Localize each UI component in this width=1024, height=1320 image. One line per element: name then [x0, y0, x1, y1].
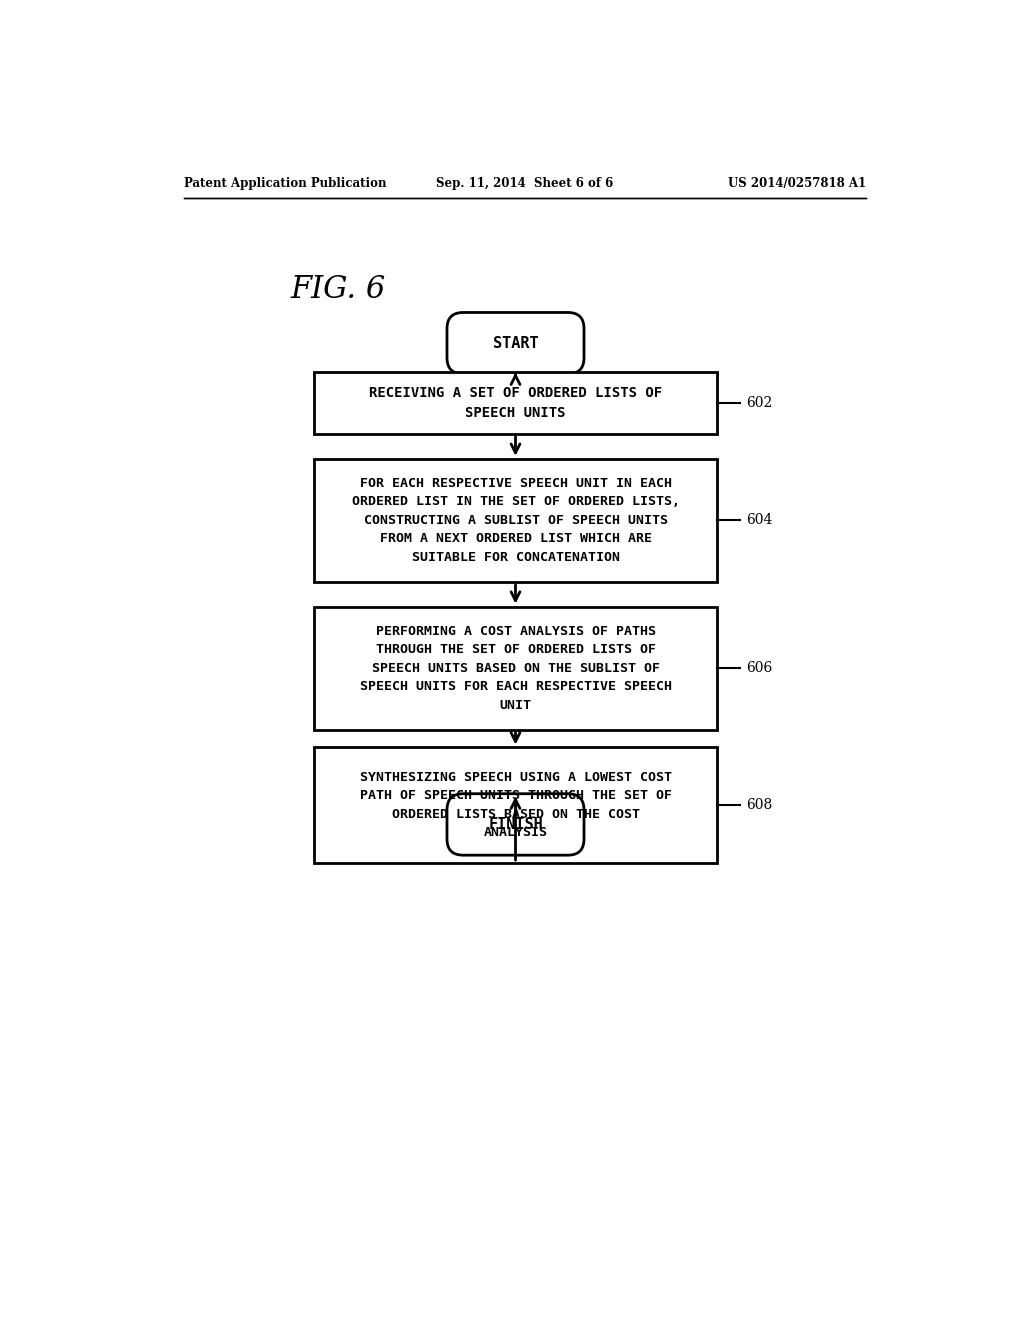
FancyBboxPatch shape [314, 372, 717, 434]
Text: Patent Application Publication: Patent Application Publication [183, 177, 386, 190]
Text: SYNTHESIZING SPEECH USING A LOWEST COST
PATH OF SPEECH UNITS THROUGH THE SET OF
: SYNTHESIZING SPEECH USING A LOWEST COST … [359, 771, 672, 840]
Text: PERFORMING A COST ANALYSIS OF PATHS
THROUGH THE SET OF ORDERED LISTS OF
SPEECH U: PERFORMING A COST ANALYSIS OF PATHS THRO… [359, 624, 672, 711]
Text: 604: 604 [746, 513, 773, 527]
Text: Sep. 11, 2014  Sheet 6 of 6: Sep. 11, 2014 Sheet 6 of 6 [436, 177, 613, 190]
Text: FOR EACH RESPECTIVE SPEECH UNIT IN EACH
ORDERED LIST IN THE SET OF ORDERED LISTS: FOR EACH RESPECTIVE SPEECH UNIT IN EACH … [351, 477, 680, 564]
Text: FINISH: FINISH [488, 817, 543, 832]
FancyBboxPatch shape [314, 459, 717, 582]
Text: FIG. 6: FIG. 6 [291, 273, 386, 305]
Text: RECEIVING A SET OF ORDERED LISTS OF
SPEECH UNITS: RECEIVING A SET OF ORDERED LISTS OF SPEE… [369, 387, 663, 420]
Text: 606: 606 [746, 661, 773, 675]
FancyBboxPatch shape [447, 313, 584, 374]
Text: 602: 602 [746, 396, 773, 411]
Text: US 2014/0257818 A1: US 2014/0257818 A1 [728, 177, 866, 190]
FancyBboxPatch shape [314, 607, 717, 730]
FancyBboxPatch shape [447, 793, 584, 855]
Text: 608: 608 [746, 799, 773, 812]
FancyBboxPatch shape [314, 747, 717, 863]
Text: START: START [493, 335, 539, 351]
